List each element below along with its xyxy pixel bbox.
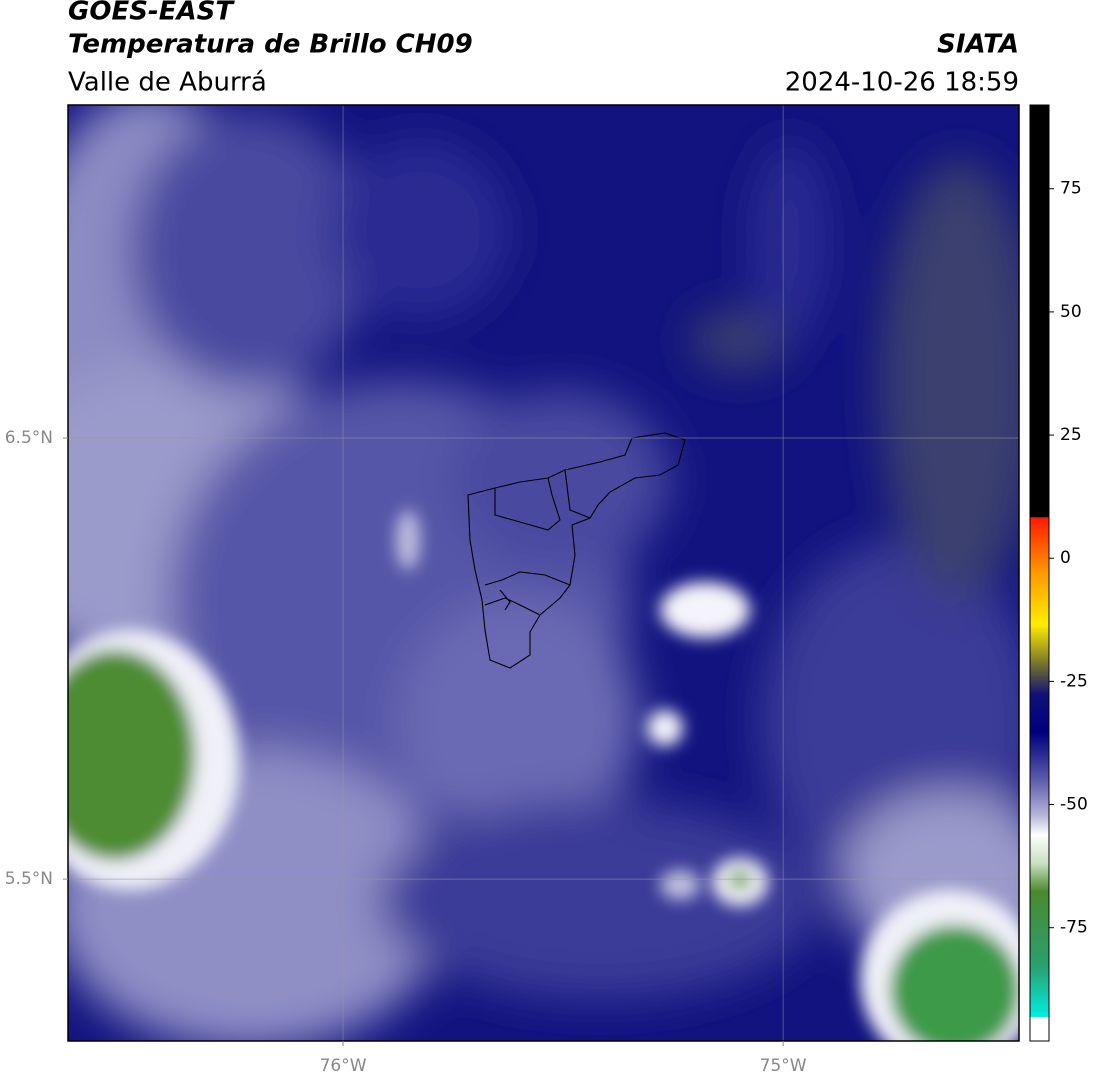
colorbar-tick-label: -25	[1060, 671, 1088, 691]
colorbar-tick-label: 25	[1060, 425, 1082, 445]
source: SIATA	[937, 30, 1019, 60]
x-tick-label: 75°W	[760, 1056, 807, 1076]
region: Valle de Aburrá	[68, 68, 267, 98]
datetime: 2024-10-26 18:59	[785, 68, 1019, 98]
title: GOES-EAST	[68, 0, 235, 27]
y-tick-label: 6.5°N	[5, 428, 53, 448]
x-tick-label: 76°W	[320, 1056, 367, 1076]
colorbar-tick-label: 0	[1060, 548, 1071, 568]
colorbar-tick-label: 50	[1060, 302, 1082, 322]
municipal-boundaries	[467, 432, 686, 669]
satellite-image	[68, 105, 1019, 1041]
colorbar-tick-label: -50	[1060, 795, 1088, 815]
colorbar	[1029, 104, 1050, 1042]
colorbar-tick-label: -75	[1060, 918, 1088, 938]
colorbar-tick-label: 75	[1060, 179, 1082, 199]
y-tick-label: 5.5°N	[5, 869, 53, 889]
grid	[68, 105, 1019, 1041]
map-frame	[67, 104, 1020, 1042]
subtitle: Temperatura de Brillo CH09	[68, 30, 473, 60]
